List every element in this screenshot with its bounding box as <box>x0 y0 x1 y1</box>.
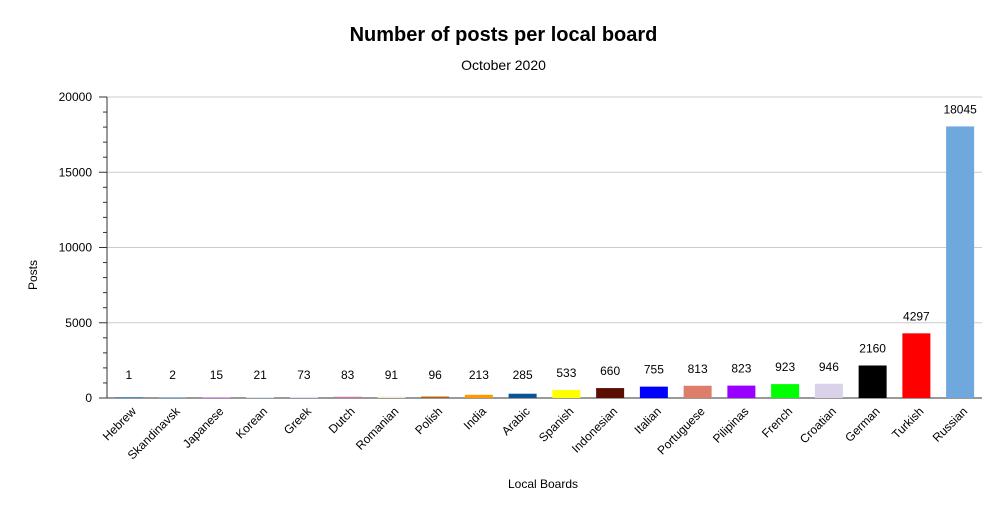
value-label: 813 <box>688 362 708 376</box>
x-tick-label: Indonesian <box>569 404 620 455</box>
x-tick-label: Turkish <box>889 404 926 441</box>
value-label: 4297 <box>903 309 930 323</box>
value-label: 946 <box>819 360 839 374</box>
bar-dutch <box>333 396 362 398</box>
value-label: 533 <box>556 366 576 380</box>
x-tick-label: Russian <box>930 404 971 445</box>
bar-spanish <box>552 389 581 398</box>
bar-pilipinas <box>727 385 756 398</box>
bar-arabic <box>508 393 537 398</box>
bar-hebrew <box>114 397 143 398</box>
x-tick-label: Italian <box>631 404 664 437</box>
chart-subtitle: October 2020 <box>461 57 546 73</box>
x-tick-label: Portuguese <box>654 404 708 458</box>
bar-japanese <box>202 397 231 398</box>
value-label: 660 <box>600 364 620 378</box>
bar-greek <box>289 396 318 398</box>
x-tick-label: India <box>461 404 490 433</box>
y-tick-label: 10000 <box>59 241 93 255</box>
x-tick-label: Polish <box>412 404 445 437</box>
bar-french <box>771 384 800 398</box>
value-label: 91 <box>385 368 399 382</box>
y-axis-label: Posts <box>26 260 40 290</box>
x-tick-label: German <box>842 404 883 445</box>
bars <box>114 126 975 398</box>
value-label: 15 <box>210 368 224 382</box>
value-label: 755 <box>644 363 664 377</box>
value-label: 73 <box>297 368 311 382</box>
value-label: 83 <box>341 368 355 382</box>
gridlines <box>107 96 982 399</box>
bar-indonesian <box>596 388 625 398</box>
bar-german <box>858 365 887 398</box>
x-tick-label: Japanese <box>180 404 227 451</box>
value-label: 1 <box>126 368 133 382</box>
bar-italian <box>639 386 668 398</box>
bar-romanian <box>377 396 406 398</box>
bar-russian <box>946 126 975 398</box>
y-tick-label: 20000 <box>59 90 93 104</box>
x-tick-label: Spanish <box>536 404 577 445</box>
bar-turkish <box>902 333 931 398</box>
value-labels: 1 2 15 21 73 83 91 96 213 285 533 660 755 813 823 923 94… <box>126 102 978 382</box>
value-label: 823 <box>731 362 751 376</box>
value-label: 96 <box>428 368 442 382</box>
bar-portuguese <box>683 385 712 398</box>
chart-title: Number of posts per local board <box>349 24 658 46</box>
value-label: 285 <box>513 368 533 382</box>
x-tick-label: Hebrew <box>100 404 139 443</box>
y-axis: 0 5000 10000 15000 20000 <box>59 90 108 405</box>
bar-skandinavsk <box>158 397 187 398</box>
x-tick-label: Arabic <box>499 404 533 438</box>
bar-croatian <box>814 383 843 398</box>
value-label: 21 <box>253 368 267 382</box>
value-label: 213 <box>469 368 489 382</box>
bar-india <box>464 394 493 398</box>
x-tick-label: Pilipinas <box>710 404 752 446</box>
y-tick-label: 15000 <box>59 165 93 179</box>
value-label: 18045 <box>943 102 977 116</box>
x-tick-label: French <box>759 404 795 440</box>
x-tick-label: Greek <box>281 404 315 438</box>
bar-polish <box>421 396 450 398</box>
value-label: 923 <box>775 360 795 374</box>
x-axis-label: Local Boards <box>508 477 578 491</box>
x-tick-label: Dutch <box>326 404 358 436</box>
value-label: 2160 <box>859 341 886 355</box>
y-tick-label: 0 <box>85 391 92 405</box>
bar-korean <box>246 397 275 398</box>
y-tick-label: 5000 <box>65 316 92 330</box>
x-tick-label: Romanian <box>353 404 402 453</box>
x-tick-label: Korean <box>233 404 270 441</box>
value-label: 2 <box>169 368 176 382</box>
x-tick-label: Croatian <box>797 404 839 446</box>
